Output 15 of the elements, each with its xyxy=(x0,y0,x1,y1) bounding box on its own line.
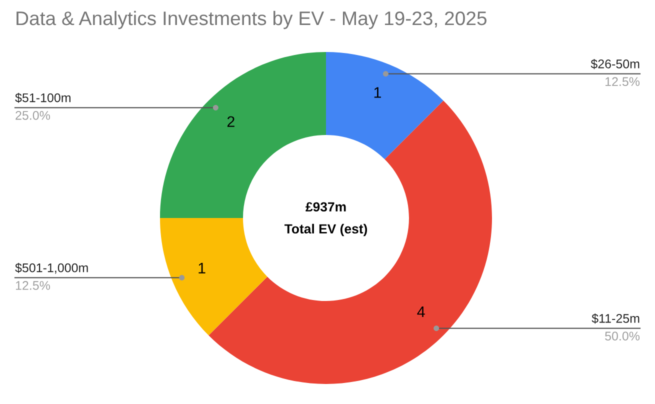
chart-title: Data & Analytics Investments by EV - May 19-23, 2025 xyxy=(16,10,486,30)
text: 12.5% xyxy=(16,281,50,290)
data-label: 2 xyxy=(227,116,234,127)
slice-label: $501-1,000m xyxy=(15,262,88,274)
text: 25.0% xyxy=(16,110,50,120)
text: £937m xyxy=(306,202,346,212)
text: 12.5% xyxy=(606,77,640,86)
text: Total EV (est) xyxy=(284,224,368,236)
data-label: 1 xyxy=(198,262,206,274)
data-label: 1 xyxy=(374,87,381,98)
text: 50.0% xyxy=(605,332,640,341)
slice-label: $11-25m xyxy=(592,313,640,324)
data-label: 4 xyxy=(417,306,425,318)
slice-label: $26-50m xyxy=(590,58,640,70)
slice-label: $51-100m xyxy=(15,92,70,103)
